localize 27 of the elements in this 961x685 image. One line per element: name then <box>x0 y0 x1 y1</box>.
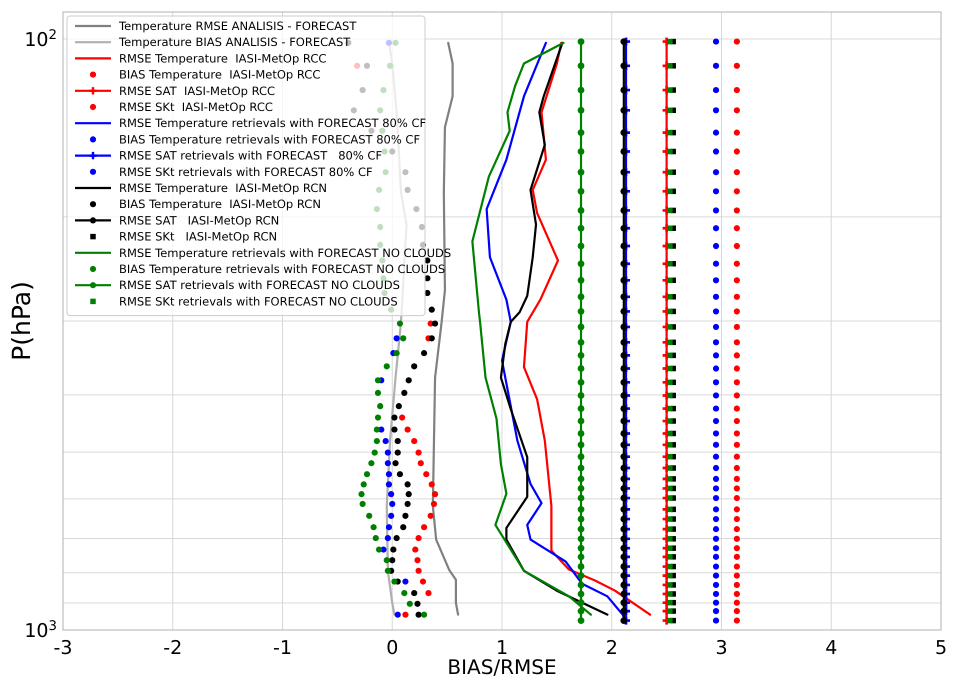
legend-label: RMSE SAT retrievals with FORECAST NO CLOUDS <box>119 278 400 292</box>
x-tick-label: -1 <box>273 637 292 659</box>
legend-label: RMSE SAT retrievals with FORECAST 80% CF <box>119 148 382 163</box>
legend-label: BIAS Temperature retrievals with FORECAST NO CLOUDS <box>119 262 446 276</box>
legend-label: RMSE Temperature retrievals with FORECAST 80% CF <box>119 116 426 130</box>
x-tick-label: 0 <box>386 637 398 659</box>
legend-label: RMSE SKt retrievals with FORECAST NO CLOUDS <box>119 294 398 308</box>
y-tick-label: 10$^{2}$ <box>24 28 57 52</box>
x-tick-label: 4 <box>825 637 838 659</box>
legend-label: Temperature RMSE ANALISIS - FORECAST <box>118 19 358 33</box>
legend-label: RMSE SKt IASI-MetOp RCN <box>119 230 278 244</box>
y-axis-title: P(hPa) <box>7 281 36 361</box>
x-tick-label: 5 <box>934 637 948 659</box>
legend-label: RMSE Temperature IASI-MetOp RCC <box>119 51 326 66</box>
x-tick-label: 2 <box>606 637 618 659</box>
legend-label: RMSE SAT IASI-MetOp RCN <box>119 213 280 228</box>
legend-label: RMSE SAT IASI-MetOp RCC <box>119 84 276 98</box>
legend-label: Temperature BIAS ANALISIS - FORECAST <box>118 35 352 50</box>
legend-label: RMSE Temperature IASI-MetOp RCN <box>119 181 327 195</box>
x-tick-label: 3 <box>715 637 728 659</box>
legend-label: BIAS Temperature retrievals with FORECAST 80% CF <box>119 132 420 146</box>
legend-label: RMSE SKt IASI-MetOp RCC <box>119 100 273 114</box>
x-tick-label: -2 <box>163 637 182 659</box>
legend-label: BIAS Temperature IASI-MetOp RCN <box>119 197 321 212</box>
legend-label: RMSE Temperature retrievals with FORECAST NO CLOUDS <box>119 246 452 260</box>
legend-label: RMSE SKt retrievals with FORECAST 80% CF <box>119 164 373 179</box>
legend-label: BIAS Temperature IASI-MetOp RCC <box>119 68 320 82</box>
